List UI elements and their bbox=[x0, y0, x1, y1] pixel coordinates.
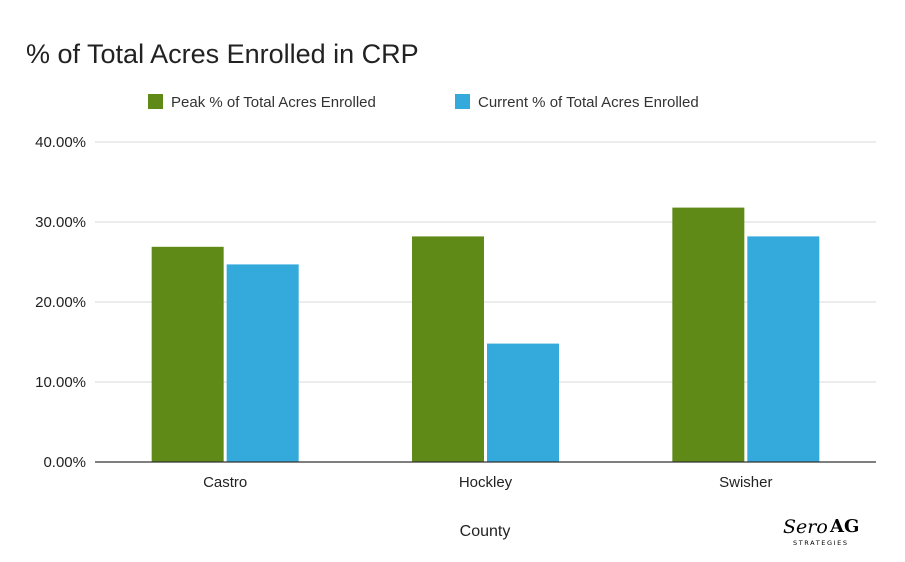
x-axis-ticks: Castro Hockley Swisher bbox=[203, 474, 772, 491]
y-tick-label: 40.00% bbox=[35, 134, 86, 151]
bars bbox=[151, 207, 820, 462]
bar-current-swisher bbox=[747, 236, 820, 462]
bar-peak-swisher bbox=[672, 207, 745, 462]
legend-label-peak: Peak % of Total Acres Enrolled bbox=[171, 94, 376, 111]
x-axis-title: County bbox=[460, 523, 511, 540]
chart-title: % of Total Acres Enrolled in CRP bbox=[26, 39, 419, 69]
x-tick-label: Hockley bbox=[459, 474, 513, 491]
legend-swatch-current bbox=[455, 94, 470, 109]
logo-script-text: Sero bbox=[783, 516, 828, 538]
y-tick-label: 20.00% bbox=[35, 294, 86, 311]
logo-subtitle-text: STRATEGIES bbox=[793, 539, 849, 547]
legend: Peak % of Total Acres Enrolled Current %… bbox=[148, 94, 699, 111]
bar-current-castro bbox=[226, 264, 299, 462]
sero-ag-logo: Sero AG STRATEGIES bbox=[783, 516, 859, 547]
y-tick-label: 0.00% bbox=[43, 454, 86, 471]
x-tick-label: Castro bbox=[203, 474, 247, 491]
bar-peak-hockley bbox=[412, 236, 484, 462]
y-tick-label: 30.00% bbox=[35, 214, 86, 231]
bar-current-hockley bbox=[487, 343, 559, 462]
y-axis-ticks: 0.00% 10.00% 20.00% 30.00% 40.00% bbox=[35, 134, 86, 471]
bar-peak-castro bbox=[151, 246, 224, 462]
legend-swatch-peak bbox=[148, 94, 163, 109]
y-tick-label: 10.00% bbox=[35, 374, 86, 391]
gridlines bbox=[95, 141, 876, 383]
legend-label-current: Current % of Total Acres Enrolled bbox=[478, 94, 699, 111]
logo-brand-text: AG bbox=[829, 516, 859, 537]
x-tick-label: Swisher bbox=[719, 474, 772, 491]
